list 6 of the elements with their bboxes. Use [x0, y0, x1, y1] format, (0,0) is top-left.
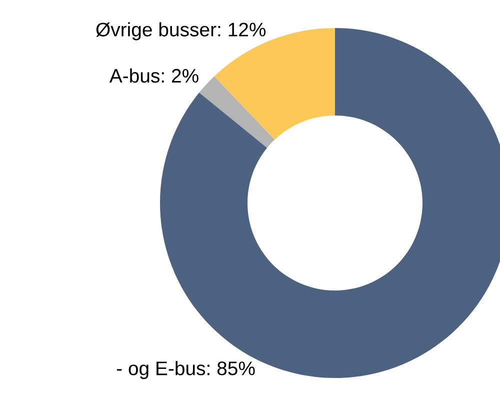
data-label: : 85% — [208, 361, 255, 376]
data-label: : 12% — [218, 22, 266, 36]
slice-label: Øvrige busser — [96, 22, 216, 40]
slice-label: A-bus — [109, 68, 160, 83]
data-label: : 2% — [162, 68, 198, 83]
slice-label: - og E-bus — [116, 360, 206, 380]
